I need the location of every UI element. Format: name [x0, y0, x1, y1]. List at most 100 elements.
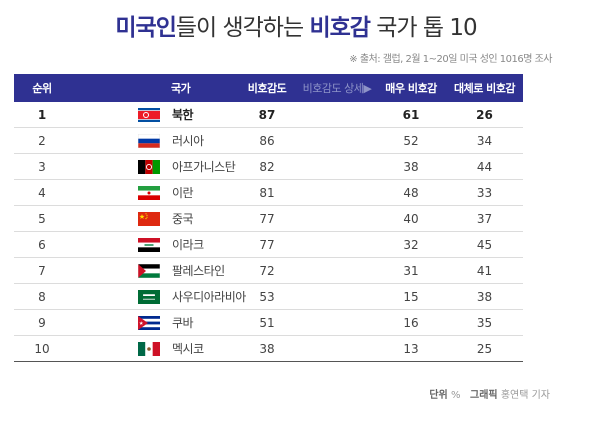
iraq-flag	[138, 237, 160, 252]
mostly-unfav-cell: 45	[446, 231, 523, 258]
afghanistan-flag	[138, 159, 160, 174]
table-row: 5 중국 77 40 37	[14, 205, 523, 232]
palestine-flag	[138, 263, 160, 278]
very-unfav-cell: 48	[376, 179, 446, 206]
country-cell: 멕시코	[70, 335, 236, 362]
country-name: 북한	[172, 108, 194, 122]
rank-cell: 7	[14, 257, 70, 284]
rank-cell: 10	[14, 335, 70, 362]
table-row: 6 이라크 77 32 45	[14, 231, 523, 258]
table-row: 10 멕시코 38 13 25	[14, 335, 523, 362]
title-text-2: 국가 톱 10	[369, 15, 477, 41]
country-cell: 이라크	[70, 231, 236, 258]
table-row: 1 북한 87 61 26	[14, 102, 523, 128]
iran-flag	[138, 185, 160, 200]
table-row: 3 아프가니스탄 82 38 44	[14, 153, 523, 180]
china-flag	[138, 211, 160, 226]
table-row: 7 팔레스타인 72 31 41	[14, 257, 523, 284]
country-cell: 러시아	[70, 127, 236, 154]
header-country: 국가	[171, 82, 191, 95]
very-unfav-cell: 13	[376, 335, 446, 362]
title-text-1: 들이 생각하는	[175, 15, 310, 41]
header-detail: 비호감도 상세▶	[302, 82, 372, 95]
country-cell: 중국	[70, 205, 236, 232]
country-name: 팔레스타인	[172, 264, 225, 278]
detail-spacer-cell	[298, 127, 376, 154]
unfav-cell: 72	[236, 257, 298, 284]
saudi-arabia-flag	[138, 289, 160, 304]
footer: 단위 % 그래픽 홍연택 기자	[429, 386, 550, 401]
mexico-flag	[138, 341, 160, 356]
very-unfav-cell: 32	[376, 231, 446, 258]
detail-spacer-cell	[298, 257, 376, 284]
detail-spacer-cell	[298, 179, 376, 206]
rank-cell: 2	[14, 127, 70, 154]
cuba-flag	[138, 315, 160, 330]
header-mostly: 대체로 비호감	[453, 82, 516, 95]
unit-value: %	[450, 390, 461, 401]
country-cell: 사우디아라비아	[70, 283, 246, 310]
table-row: 4 이란 81 48 33	[14, 179, 523, 206]
unfav-cell: 38	[236, 335, 298, 362]
mostly-unfav-cell: 33	[446, 179, 523, 206]
country-name: 아프가니스탄	[172, 160, 236, 174]
unfav-cell: 77	[236, 205, 298, 232]
unfav-cell: 77	[236, 231, 298, 258]
country-name: 이란	[172, 186, 194, 200]
table-row: 9 쿠바 51 16 35	[14, 309, 523, 336]
very-unfav-cell: 40	[376, 205, 446, 232]
credit-value: 홍연택 기자	[500, 390, 550, 401]
country-name: 쿠바	[172, 316, 194, 330]
unfav-cell: 51	[236, 309, 298, 336]
title-highlight-2: 비호감	[309, 15, 370, 41]
very-unfav-cell: 15	[376, 283, 446, 310]
mostly-unfav-cell: 35	[446, 309, 523, 336]
rank-cell: 6	[14, 231, 70, 258]
table-row: 8 사우디아라비아 53 15 38	[14, 283, 523, 310]
detail-spacer-cell	[298, 153, 376, 180]
rank-cell: 5	[14, 205, 70, 232]
data-table: 순위 국가 비호감도 비호감도 상세▶ 매우 비호감 대체로 비호감 1 북한 87…	[14, 74, 523, 362]
mostly-unfav-cell: 34	[446, 127, 523, 154]
header-rank: 순위	[32, 82, 52, 95]
very-unfav-cell: 61	[376, 102, 446, 128]
credit-label: 그래픽	[470, 390, 498, 401]
mostly-unfav-cell: 41	[446, 257, 523, 284]
country-cell: 팔레스타인	[70, 257, 236, 284]
country-name: 이라크	[172, 238, 204, 252]
detail-spacer-cell	[298, 335, 376, 362]
rank-cell: 9	[14, 309, 70, 336]
table-header-row: 순위 국가 비호감도 비호감도 상세▶ 매우 비호감 대체로 비호감	[14, 74, 523, 102]
country-name: 사우디아라비아	[172, 290, 246, 304]
rank-cell: 3	[14, 153, 70, 180]
mostly-unfav-cell: 37	[446, 205, 523, 232]
unfav-cell: 53	[236, 283, 298, 310]
unfav-cell: 82	[236, 153, 298, 180]
detail-spacer-cell	[298, 102, 376, 128]
header-very: 매우 비호감	[385, 82, 437, 95]
very-unfav-cell: 16	[376, 309, 446, 336]
unfav-cell: 86	[236, 127, 298, 154]
country-name: 중국	[172, 212, 194, 226]
mostly-unfav-cell: 38	[446, 283, 523, 310]
rank-cell: 4	[14, 179, 70, 206]
country-name: 러시아	[172, 134, 204, 148]
table-row: 2 러시아 86 52 34	[14, 127, 523, 154]
unfav-cell: 81	[236, 179, 298, 206]
russia-flag	[138, 133, 160, 148]
mostly-unfav-cell: 26	[446, 102, 523, 128]
country-cell: 쿠바	[70, 309, 236, 336]
unfav-cell: 87	[236, 102, 298, 128]
source-note: ※ 출처: 갤럽, 2월 1~20일 미국 성인 1016명 조사	[349, 54, 552, 65]
title-highlight-1: 미국인	[115, 15, 176, 41]
mostly-unfav-cell: 25	[446, 335, 523, 362]
rank-cell: 8	[14, 283, 70, 310]
very-unfav-cell: 52	[376, 127, 446, 154]
table-body: 1 북한 87 61 26 2 러시아 86 52 34 3 아프가니스탄 82 38 44 4 이란 81 48 3…	[14, 102, 523, 362]
unit-label: 단위	[429, 390, 448, 401]
detail-spacer-cell	[298, 205, 376, 232]
country-cell: 북한	[70, 102, 236, 128]
country-cell: 아프가니스탄	[70, 153, 236, 180]
very-unfav-cell: 31	[376, 257, 446, 284]
rank-cell: 1	[14, 102, 70, 128]
